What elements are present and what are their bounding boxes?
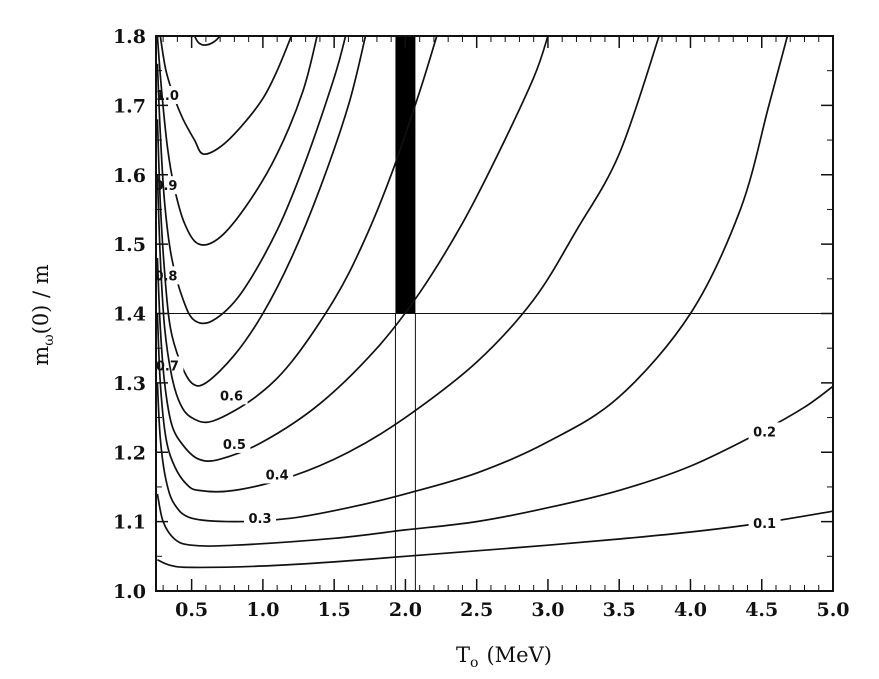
contour-0-8-line xyxy=(156,36,347,325)
x-tick-label: 3.5 xyxy=(603,599,636,621)
contour-0-5-label: 0.5 xyxy=(223,438,246,453)
contour-0-6-label-bg xyxy=(215,386,248,405)
contour-0-7-line xyxy=(156,36,367,387)
x-axis-title: To (MeV) xyxy=(456,643,552,671)
x-tick-label: 1.0 xyxy=(246,599,279,621)
contour-0-1-label: 0.1 xyxy=(753,517,776,532)
contour-0-9-label: 0.9 xyxy=(154,179,177,194)
x-axis-title-main: T xyxy=(456,643,470,667)
contour-0-1-line xyxy=(157,510,833,569)
x-tick-label: 3.0 xyxy=(531,599,564,621)
y-tick-label: 1.5 xyxy=(113,234,146,256)
contour-0-7-label: 0.7 xyxy=(156,360,179,375)
x-tick-label: 4.0 xyxy=(674,599,707,621)
y-tick-label: 1.4 xyxy=(113,304,146,326)
y-tick-label: 1.1 xyxy=(113,512,146,534)
x-tick-label: 2.5 xyxy=(460,599,493,621)
x-tick-label: 2.0 xyxy=(389,599,422,621)
y-tick-label: 1.2 xyxy=(113,442,146,464)
y-tick-label: 1.7 xyxy=(113,95,146,117)
contour-0-4-label: 0.4 xyxy=(266,468,289,483)
y-tick-label: 1.8 xyxy=(113,26,146,48)
contour-0-6-line xyxy=(156,36,438,424)
contour-0-2-label: 0.2 xyxy=(753,425,776,440)
y-tick-label: 1.0 xyxy=(113,581,146,603)
y-tick-label: 1.3 xyxy=(113,373,146,395)
contour-0-1-label-bg xyxy=(748,514,781,533)
contour-0-5-line xyxy=(156,36,549,462)
plot-area: 1.00.90.80.70.60.50.40.30.20.1 xyxy=(154,36,833,591)
contour-0-3-label: 0.3 xyxy=(249,512,272,527)
axes: 0.5 1.0 1.5 2.0 2.5 3.0 3.5 4.0 4.5 5.0 1.0 1.1 1.2 1… xyxy=(113,26,850,621)
contour-0-4-line xyxy=(156,36,660,493)
y-axis-title: mω(0) / m xyxy=(29,264,57,366)
contour-island-line xyxy=(193,36,221,46)
contour-0-3-label-bg xyxy=(244,509,277,528)
y-axis-title-tail: (0) / m xyxy=(29,264,53,334)
contour-0-3-line xyxy=(156,36,789,523)
x-axis-title-unit: (MeV) xyxy=(486,643,551,667)
x-tick-label: 5.0 xyxy=(816,599,849,621)
x-tick-label: 4.5 xyxy=(745,599,778,621)
x-tick-label: 0.5 xyxy=(175,599,208,621)
y-tick-label: 1.6 xyxy=(113,165,146,187)
shaded-region xyxy=(395,36,416,314)
contour-0-6-label: 0.6 xyxy=(220,389,243,404)
contour-0-2-label-bg xyxy=(748,422,781,441)
contour-0-4-label-bg xyxy=(261,465,294,484)
x-tick-label: 1.5 xyxy=(318,599,351,621)
x-axis-title-sub: o xyxy=(470,655,478,671)
contour-0-8-label-bg xyxy=(156,266,182,285)
contour-0-2-line xyxy=(156,385,833,547)
y-axis-title-sub: ω xyxy=(41,334,57,345)
contour-0-5-label-bg xyxy=(218,434,251,453)
contour-0-9-line xyxy=(156,36,318,246)
y-axis-title-main: m xyxy=(29,346,53,366)
